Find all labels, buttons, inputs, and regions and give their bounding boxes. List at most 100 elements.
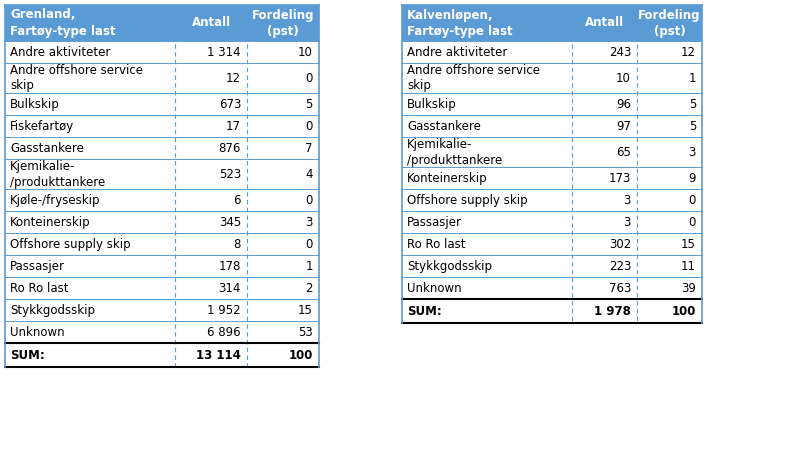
- Text: Grenland,
Fartøy-type last: Grenland, Fartøy-type last: [10, 9, 116, 37]
- Text: 8: 8: [234, 237, 241, 251]
- Text: 2: 2: [306, 281, 313, 295]
- Text: Kjemikalie-
/produkttankere: Kjemikalie- /produkttankere: [10, 159, 105, 189]
- Text: 314: 314: [219, 281, 241, 295]
- Text: 53: 53: [299, 325, 313, 339]
- Text: 178: 178: [219, 260, 241, 272]
- Text: Ro Ro last: Ro Ro last: [407, 237, 466, 251]
- Text: 3: 3: [306, 216, 313, 228]
- Bar: [402, 63, 702, 93]
- Text: Bulkskip: Bulkskip: [407, 97, 457, 111]
- Bar: [402, 211, 702, 233]
- Text: 65: 65: [616, 146, 631, 158]
- Text: Unknown: Unknown: [10, 325, 65, 339]
- Text: Andre aktiviteter: Andre aktiviteter: [407, 45, 508, 59]
- Text: Passasjer: Passasjer: [407, 216, 462, 228]
- Text: 0: 0: [306, 237, 313, 251]
- Text: 5: 5: [306, 97, 313, 111]
- Bar: [5, 233, 319, 255]
- Text: 302: 302: [609, 237, 631, 251]
- Text: 763: 763: [608, 281, 631, 295]
- Bar: [402, 137, 702, 167]
- Bar: [5, 211, 319, 233]
- Text: Fiskefartøy: Fiskefartøy: [10, 120, 74, 132]
- Bar: [5, 343, 319, 367]
- Bar: [5, 277, 319, 299]
- Text: Gasstankere: Gasstankere: [407, 120, 481, 132]
- Text: 523: 523: [219, 167, 241, 181]
- Text: 173: 173: [608, 172, 631, 184]
- Bar: [5, 93, 319, 115]
- Text: 0: 0: [688, 216, 696, 228]
- Text: 0: 0: [688, 193, 696, 207]
- Text: 12: 12: [226, 71, 241, 85]
- Text: Gasstankere: Gasstankere: [10, 141, 84, 155]
- Text: 4: 4: [306, 167, 313, 181]
- Text: Andre offshore service
skip: Andre offshore service skip: [10, 63, 143, 93]
- Bar: [5, 299, 319, 321]
- Text: 97: 97: [616, 120, 631, 132]
- Text: Andre offshore service
skip: Andre offshore service skip: [407, 63, 540, 93]
- Text: 10: 10: [616, 71, 631, 85]
- Text: 3: 3: [688, 146, 696, 158]
- Text: 243: 243: [608, 45, 631, 59]
- Bar: [402, 5, 702, 41]
- Text: Passasjer: Passasjer: [10, 260, 65, 272]
- Bar: [402, 93, 702, 115]
- Bar: [5, 41, 319, 63]
- Bar: [5, 321, 319, 343]
- Bar: [402, 115, 702, 137]
- Bar: [5, 159, 319, 189]
- Text: SUM:: SUM:: [407, 305, 442, 317]
- Text: Kjemikalie-
/produkttankere: Kjemikalie- /produkttankere: [407, 138, 502, 166]
- Bar: [402, 189, 702, 211]
- Bar: [5, 63, 319, 93]
- Text: 1 978: 1 978: [594, 305, 631, 317]
- Bar: [5, 189, 319, 211]
- Text: 15: 15: [298, 304, 313, 316]
- Text: Konteinerskip: Konteinerskip: [407, 172, 488, 184]
- Text: Kalvenløpen,
Fartøy-type last: Kalvenløpen, Fartøy-type last: [407, 9, 512, 37]
- Text: 11: 11: [681, 260, 696, 272]
- Text: Stykkgodsskip: Stykkgodsskip: [10, 304, 95, 316]
- Text: Offshore supply skip: Offshore supply skip: [10, 237, 131, 251]
- Text: 7: 7: [306, 141, 313, 155]
- Bar: [5, 115, 319, 137]
- Text: 3: 3: [623, 193, 631, 207]
- Text: Konteinerskip: Konteinerskip: [10, 216, 90, 228]
- Text: 1: 1: [688, 71, 696, 85]
- Text: 15: 15: [681, 237, 696, 251]
- Text: 5: 5: [688, 97, 696, 111]
- Bar: [402, 167, 702, 189]
- Text: 1 952: 1 952: [208, 304, 241, 316]
- Text: 6 896: 6 896: [208, 325, 241, 339]
- Text: 673: 673: [219, 97, 241, 111]
- Bar: [402, 277, 702, 299]
- Text: 0: 0: [306, 71, 313, 85]
- Text: Unknown: Unknown: [407, 281, 462, 295]
- Text: Offshore supply skip: Offshore supply skip: [407, 193, 527, 207]
- Bar: [5, 137, 319, 159]
- Text: 39: 39: [681, 281, 696, 295]
- Text: 5: 5: [688, 120, 696, 132]
- Text: 9: 9: [688, 172, 696, 184]
- Text: 1: 1: [306, 260, 313, 272]
- Text: Antall: Antall: [585, 17, 624, 29]
- Text: 100: 100: [672, 305, 696, 317]
- Text: 0: 0: [306, 193, 313, 207]
- Bar: [402, 299, 702, 323]
- Text: Fordeling
(pst): Fordeling (pst): [252, 9, 314, 37]
- Text: 12: 12: [681, 45, 696, 59]
- Text: 13 114: 13 114: [196, 349, 241, 361]
- Text: 17: 17: [226, 120, 241, 132]
- Text: 1 314: 1 314: [208, 45, 241, 59]
- Bar: [402, 233, 702, 255]
- Text: Kjøle-/fryseskip: Kjøle-/fryseskip: [10, 193, 101, 207]
- Text: SUM:: SUM:: [10, 349, 45, 361]
- Text: 223: 223: [608, 260, 631, 272]
- Bar: [5, 255, 319, 277]
- Text: 3: 3: [623, 216, 631, 228]
- Bar: [402, 41, 702, 63]
- Text: Antall: Antall: [192, 17, 230, 29]
- Text: Ro Ro last: Ro Ro last: [10, 281, 68, 295]
- Text: 345: 345: [219, 216, 241, 228]
